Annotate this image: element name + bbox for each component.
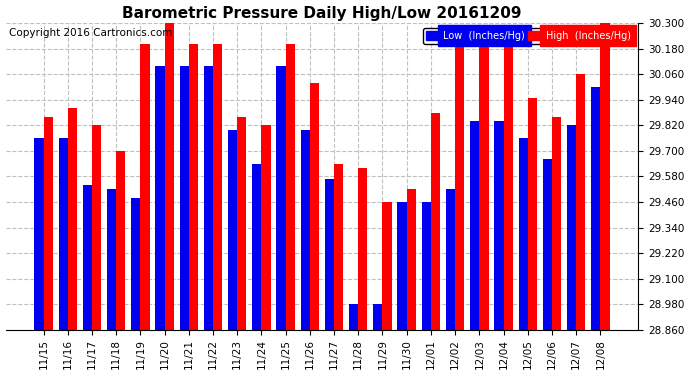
Bar	[204, 66, 213, 330]
Bar	[397, 202, 406, 330]
Bar	[43, 117, 52, 330]
Bar	[431, 112, 440, 330]
Bar	[422, 202, 431, 330]
Bar	[189, 44, 198, 330]
Bar	[253, 164, 262, 330]
Bar	[92, 125, 101, 330]
Legend: Low  (Inches/Hg), High  (Inches/Hg): Low (Inches/Hg), High (Inches/Hg)	[423, 28, 633, 44]
Bar	[68, 108, 77, 330]
Bar	[179, 66, 189, 330]
Bar	[576, 74, 585, 330]
Text: Copyright 2016 Cartronics.com: Copyright 2016 Cartronics.com	[9, 28, 172, 38]
Bar	[325, 178, 334, 330]
Bar	[591, 87, 600, 330]
Bar	[262, 125, 270, 330]
Bar	[131, 198, 140, 330]
Bar	[277, 66, 286, 330]
Bar	[600, 23, 609, 330]
Bar	[59, 138, 68, 330]
Bar	[528, 98, 537, 330]
Bar	[116, 151, 126, 330]
Bar	[349, 304, 358, 330]
Bar	[480, 27, 489, 330]
Bar	[406, 189, 416, 330]
Bar	[140, 44, 150, 330]
Bar	[567, 125, 576, 330]
Title: Barometric Pressure Daily High/Low 20161209: Barometric Pressure Daily High/Low 20161…	[122, 6, 522, 21]
Bar	[286, 44, 295, 330]
Bar	[310, 83, 319, 330]
Bar	[358, 168, 368, 330]
Bar	[470, 121, 480, 330]
Bar	[228, 130, 237, 330]
Bar	[155, 66, 165, 330]
Bar	[519, 138, 528, 330]
Bar	[237, 117, 246, 330]
Bar	[373, 304, 382, 330]
Bar	[455, 40, 464, 330]
Bar	[504, 40, 513, 330]
Bar	[107, 189, 116, 330]
Bar	[334, 164, 343, 330]
Bar	[494, 121, 504, 330]
Bar	[83, 185, 92, 330]
Bar	[382, 202, 392, 330]
Bar	[34, 138, 43, 330]
Bar	[165, 23, 174, 330]
Bar	[552, 117, 561, 330]
Bar	[543, 159, 552, 330]
Bar	[446, 189, 455, 330]
Bar	[301, 130, 310, 330]
Bar	[213, 44, 222, 330]
